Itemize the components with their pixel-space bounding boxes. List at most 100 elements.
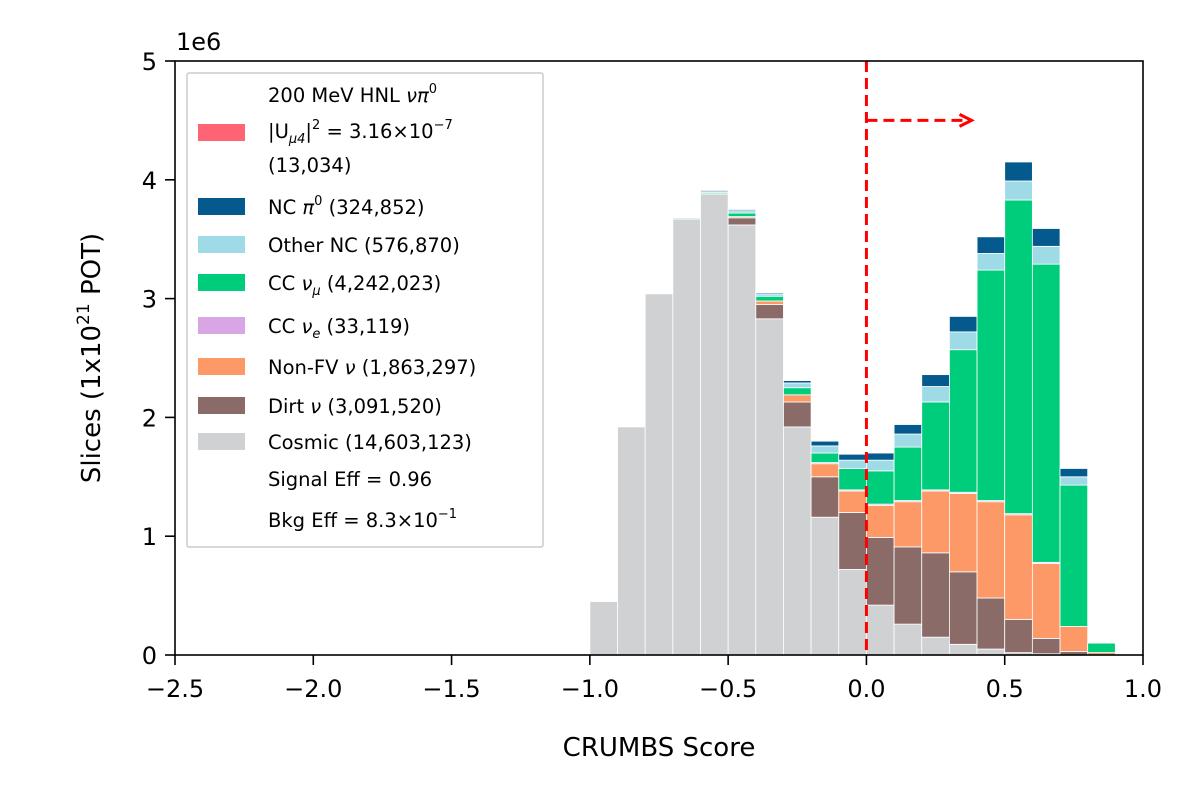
bar-non-fv-bin-17 <box>1059 626 1089 652</box>
bar-other-nc-bin-11 <box>893 433 923 448</box>
bar-dirt-bin-10 <box>866 536 895 606</box>
bar-cosmic-bin-3 <box>672 218 701 656</box>
bar-cosmic-bin-0 <box>589 601 618 656</box>
bar-other-nc-bin-17 <box>1059 476 1089 486</box>
x-tick-label: 1.0 <box>1124 675 1162 703</box>
y-tick-label: 2 <box>142 404 157 432</box>
bar-cosmic-bin-14 <box>976 648 1006 656</box>
bar-non-fv-bin-16 <box>1031 563 1061 639</box>
bar-cc-numu-bin-6 <box>755 295 784 302</box>
bar-nc-pi0-bin-9 <box>838 453 867 461</box>
bar-cosmic-bin-10 <box>866 604 895 656</box>
bar-nc-pi0-bin-6 <box>755 292 784 295</box>
bar-non-fv-bin-7 <box>783 394 812 403</box>
x-tick-label: 0.5 <box>986 675 1024 703</box>
bar-non-fv-bin-6 <box>755 300 784 305</box>
legend-label-cosmic: Cosmic (14,603,123) <box>268 431 472 454</box>
bar-cc-numu-bin-14 <box>976 269 1006 501</box>
bar-nc-pi0-bin-16 <box>1031 228 1061 247</box>
bar-cc-numu-bin-10 <box>866 470 895 505</box>
bar-cosmic-bin-9 <box>838 569 867 656</box>
bar-dirt-bin-7 <box>783 401 812 428</box>
bar-other-nc-bin-7 <box>783 382 812 389</box>
legend-signal-eff: Signal Eff = 0.96 <box>268 468 432 491</box>
bar-non-fv-bin-12 <box>921 490 950 554</box>
legend-swatch-cc-nue <box>198 317 245 334</box>
legend-label-cc-numu: CC νμ (4,242,023) <box>268 272 441 299</box>
bar-non-fv-bin-10 <box>866 504 895 538</box>
x-tick-label: −2.0 <box>284 675 342 703</box>
bar-nc-pi0-bin-5 <box>727 209 757 212</box>
bar-other-nc-bin-15 <box>1004 180 1033 201</box>
y-tick-label: 0 <box>142 642 157 670</box>
bar-cc-numu-bin-18 <box>1087 642 1116 654</box>
legend-swatch-nc-pi0 <box>198 198 245 215</box>
legend-swatch-cc-numu <box>198 274 245 291</box>
bar-nc-pi0-bin-12 <box>921 374 950 387</box>
bar-other-nc-bin-10 <box>866 459 895 472</box>
bar-cosmic-bin-5 <box>727 224 757 656</box>
x-tick-label: −1.0 <box>561 675 619 703</box>
bar-cc-numu-bin-5 <box>727 212 757 218</box>
legend-label-nc-pi0: NC π0 (324,852) <box>268 194 425 219</box>
bar-cosmic-bin-1 <box>617 426 646 656</box>
bar-nc-pi0-bin-13 <box>949 316 978 333</box>
legend-label-hnl-line1: 200 MeV HNL νπ0 <box>268 82 437 107</box>
bar-cc-numu-bin-15 <box>1004 199 1033 515</box>
y-axis-label: Slices (1x1021 POT) <box>74 233 107 483</box>
bar-dirt-bin-11 <box>893 546 923 625</box>
legend-label-cc-nue: CC νe (33,119) <box>268 315 410 342</box>
bar-cc-numu-bin-11 <box>893 446 923 501</box>
y-axis-ticks: 0 1 2 3 4 5 <box>142 48 175 670</box>
bar-non-fv-bin-15 <box>1004 514 1033 620</box>
bar-cc-numu-bin-12 <box>921 401 950 491</box>
y-tick-label: 5 <box>142 48 157 76</box>
x-tick-label: −1.5 <box>422 675 480 703</box>
legend-swatch-other-nc <box>198 236 245 253</box>
bar-dirt-bin-5 <box>727 217 757 226</box>
bar-cc-numu-bin-13 <box>949 349 978 493</box>
bar-other-nc-bin-12 <box>921 386 950 403</box>
bar-non-fv-bin-11 <box>893 501 923 548</box>
legend-label-dirt: Dirt ν (3,091,520) <box>268 395 442 418</box>
bar-cosmic-bin-12 <box>921 636 950 656</box>
y-tick-label: 3 <box>142 286 157 314</box>
bar-cosmic-bin-4 <box>700 193 729 656</box>
x-tick-label: 0.0 <box>847 675 885 703</box>
legend-box <box>186 72 544 548</box>
bar-other-nc-bin-9 <box>838 459 867 469</box>
bar-non-fv-bin-9 <box>838 490 867 513</box>
bar-nc-pi0-bin-4 <box>700 190 729 193</box>
x-axis-ticks: −2.5 −2.0 −1.5 −1.0 −0.5 0.0 0.5 1.0 <box>146 655 1162 703</box>
bar-other-nc-bin-14 <box>976 253 1006 271</box>
y-label-unit: POT) <box>77 233 107 303</box>
legend-swatch-cosmic <box>198 433 245 450</box>
bar-dirt-bin-12 <box>921 552 950 638</box>
bar-cc-numu-bin-16 <box>1031 263 1061 563</box>
y-tick-label: 1 <box>142 523 157 551</box>
bar-nc-pi0-bin-8 <box>810 440 840 447</box>
bar-cosmic-bin-13 <box>949 643 978 656</box>
legend-label-hnl-line3: (13,034) <box>268 154 351 177</box>
x-tick-label: −2.5 <box>146 675 204 703</box>
bar-cc-numu-bin-17 <box>1059 484 1089 627</box>
plot-frame <box>174 60 1144 656</box>
bar-nc-pi0-bin-14 <box>976 236 1006 254</box>
bar-nc-pi0-bin-17 <box>1059 468 1089 478</box>
bar-dirt-bin-14 <box>976 597 1006 650</box>
bar-nc-pi0-bin-10 <box>866 452 895 461</box>
bar-cosmic-bin-8 <box>810 516 840 656</box>
bar-other-nc-bin-3 <box>672 217 701 220</box>
legend-swatch-non-fv <box>198 358 245 375</box>
legend: 200 MeV HNL νπ0 |Uμ4|2 = 3.16×10−7 (13,0… <box>186 72 544 548</box>
bar-cosmic-bin-6 <box>755 318 784 656</box>
bar-non-fv-bin-14 <box>976 501 1006 599</box>
legend-label-non-fv: Non-FV ν (1,863,297) <box>268 356 476 379</box>
legend-label-other-nc: Other NC (576,870) <box>268 234 460 257</box>
bar-cc-numu-bin-8 <box>810 452 840 463</box>
bar-nc-pi0-bin-7 <box>783 380 812 384</box>
cut-arrow-head <box>958 113 975 128</box>
bar-non-fv-bin-13 <box>949 493 978 573</box>
bar-dirt-bin-13 <box>949 571 978 645</box>
